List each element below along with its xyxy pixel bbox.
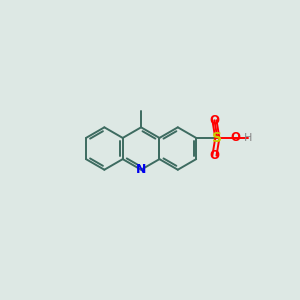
Text: S: S (212, 131, 222, 145)
Text: O: O (209, 149, 219, 162)
Text: H: H (244, 133, 252, 143)
Text: O: O (209, 114, 219, 127)
Text: N: N (136, 163, 146, 176)
Text: O: O (231, 131, 241, 144)
